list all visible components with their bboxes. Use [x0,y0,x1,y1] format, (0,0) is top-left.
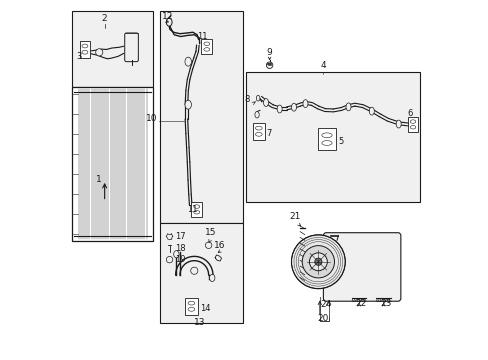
Text: 8: 8 [244,95,250,104]
Text: 16: 16 [213,241,224,250]
Text: 23: 23 [380,300,391,309]
Ellipse shape [277,105,282,113]
Circle shape [309,253,326,271]
Bar [246,72,419,202]
Circle shape [96,49,102,56]
Ellipse shape [184,100,191,109]
Ellipse shape [395,120,400,128]
Text: 18: 18 [175,244,185,253]
Ellipse shape [254,112,259,118]
Circle shape [205,242,211,248]
Bar [80,41,90,58]
Ellipse shape [303,100,307,108]
Ellipse shape [209,274,214,282]
Text: 24: 24 [320,300,331,309]
Circle shape [314,258,321,265]
Circle shape [291,235,345,289]
Text: 11: 11 [187,205,197,214]
Text: 4: 4 [320,61,325,70]
Text: 2: 2 [102,14,107,23]
Text: 13: 13 [194,318,205,327]
Text: 12: 12 [162,12,173,21]
Text: 14: 14 [199,303,210,312]
Ellipse shape [368,107,373,115]
Ellipse shape [173,251,179,258]
Circle shape [266,62,272,68]
Bar [72,12,153,87]
Bar [317,129,336,150]
Bar [160,12,242,223]
Text: 21: 21 [288,212,300,221]
FancyBboxPatch shape [323,233,400,301]
Bar [160,223,242,323]
Text: 6: 6 [407,109,412,118]
Ellipse shape [256,95,260,101]
Ellipse shape [166,18,172,26]
FancyBboxPatch shape [124,33,138,62]
Bar [252,123,264,140]
Ellipse shape [346,103,350,111]
Text: 5: 5 [337,137,343,146]
Text: 7: 7 [265,129,271,138]
Bar [201,39,212,54]
Ellipse shape [291,103,296,111]
Text: 19: 19 [175,255,185,264]
Text: 22: 22 [355,300,366,309]
Ellipse shape [184,57,191,66]
Circle shape [302,246,334,278]
Text: 11: 11 [197,32,207,41]
Text: 10: 10 [146,114,158,123]
Text: 1: 1 [96,175,102,184]
Ellipse shape [263,99,268,107]
Bar [72,87,153,241]
Circle shape [190,267,198,274]
Text: 20: 20 [317,314,328,323]
Text: 17: 17 [175,232,185,241]
Text: 9: 9 [266,48,272,57]
Bar [191,202,202,217]
Text: 15: 15 [204,228,216,237]
Text: 3: 3 [76,52,81,61]
Bar [407,117,417,132]
Bar [185,298,197,315]
